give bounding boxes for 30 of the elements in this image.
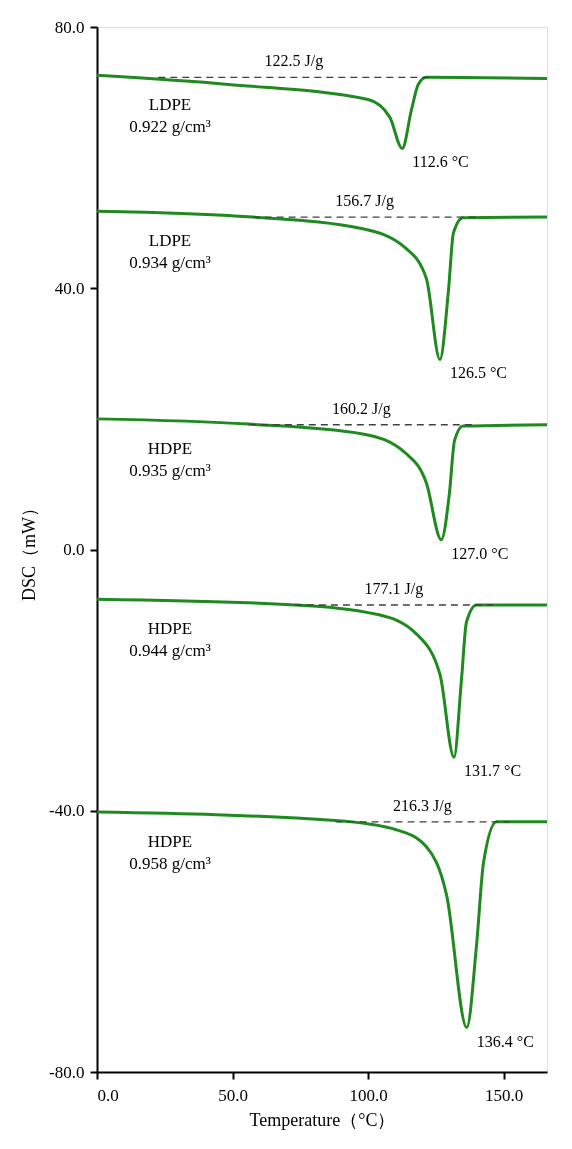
line-series: [95, 417, 549, 542]
annotation: 112.6 °C: [412, 153, 469, 171]
y-axis-title: DSC（mW）: [19, 498, 40, 602]
line-series: [95, 73, 549, 150]
x-tick-label: 150.0: [485, 1085, 524, 1105]
annotation: 127.0 °C: [451, 544, 509, 562]
y-tick-label: 0.0: [63, 540, 85, 559]
y-tick-label: 40.0: [54, 278, 85, 298]
annotation: 131.7 °C: [464, 762, 522, 780]
annotation: 156.7 J/g: [335, 192, 394, 211]
y-tick-label: -40.0: [49, 801, 85, 821]
series-label: LDPE 0.922 g/cm³: [129, 95, 211, 137]
x-tick-label: 100.0: [349, 1085, 388, 1105]
annotation: 122.5 J/g: [264, 52, 324, 71]
series-label: HDPE 0.944 g/cm³: [129, 619, 211, 661]
annotation: 126.5 °C: [449, 364, 507, 382]
line-series: [95, 597, 549, 759]
series-label: HDPE 0.958 g/cm³: [129, 832, 211, 874]
series-label: LDPE 0.934 g/cm³: [129, 231, 211, 273]
x-tick-label: 0.0: [97, 1085, 119, 1105]
annotation: 216.3 J/g: [392, 796, 452, 815]
x-axis-title: Temperature（°C）: [249, 1109, 396, 1130]
x-tick-label: 50.0: [218, 1085, 248, 1105]
annotation: 136.4 °C: [476, 1032, 534, 1050]
line-series: [95, 209, 549, 361]
annotation: 160.2 J/g: [331, 399, 391, 418]
series-label: HDPE 0.935 g/cm³: [129, 438, 211, 480]
y-tick-label: -80.0: [49, 1062, 85, 1082]
annotation: 177.1 J/g: [364, 580, 424, 599]
y-tick-label: 80.0: [54, 17, 85, 37]
